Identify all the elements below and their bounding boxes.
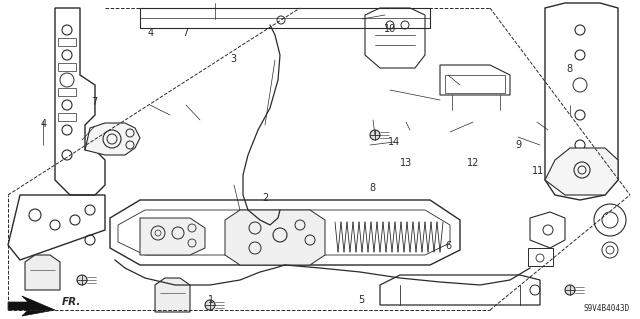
Text: 9: 9 — [515, 140, 522, 150]
Text: 6: 6 — [445, 241, 451, 251]
Text: 2: 2 — [262, 193, 269, 203]
Text: 4: 4 — [147, 28, 154, 39]
Polygon shape — [85, 123, 140, 155]
Bar — [140, 8, 430, 28]
Text: 12: 12 — [467, 158, 480, 168]
Circle shape — [205, 300, 215, 310]
Text: 7: 7 — [92, 97, 98, 107]
Text: 14: 14 — [387, 137, 400, 147]
Bar — [58, 88, 76, 96]
Bar — [58, 38, 76, 46]
Polygon shape — [25, 255, 60, 290]
Text: 1: 1 — [208, 295, 214, 305]
Bar — [528, 248, 553, 266]
Text: 7: 7 — [182, 28, 189, 39]
Text: 8: 8 — [369, 183, 376, 193]
Text: 8: 8 — [566, 63, 573, 74]
Circle shape — [370, 130, 380, 140]
Polygon shape — [225, 210, 325, 265]
Polygon shape — [8, 296, 55, 316]
Text: 5: 5 — [358, 295, 365, 305]
Circle shape — [77, 275, 87, 285]
Text: 4: 4 — [40, 119, 47, 130]
Bar — [445, 75, 505, 93]
Polygon shape — [545, 148, 618, 195]
Circle shape — [565, 285, 575, 295]
Polygon shape — [155, 278, 190, 312]
Polygon shape — [140, 218, 205, 255]
Text: S9V4B4043D: S9V4B4043D — [584, 304, 630, 313]
Text: 3: 3 — [230, 54, 237, 64]
Bar — [58, 63, 76, 71]
Text: 13: 13 — [400, 158, 413, 168]
Text: 11: 11 — [531, 166, 544, 176]
Text: 10: 10 — [384, 24, 397, 34]
Text: FR.: FR. — [62, 297, 81, 307]
Bar — [58, 113, 76, 121]
